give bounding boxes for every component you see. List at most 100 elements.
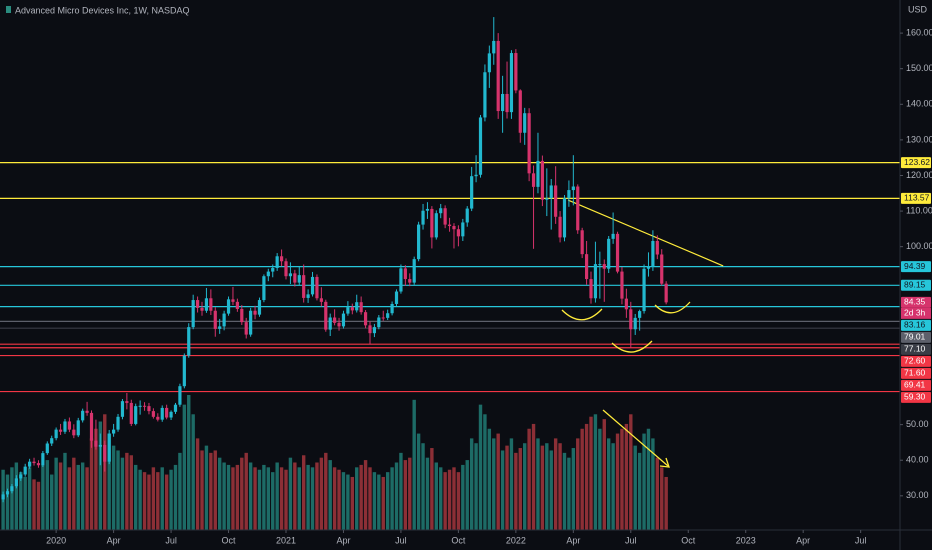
volume-bar bbox=[637, 452, 642, 530]
candle-body bbox=[297, 275, 301, 283]
candle-body bbox=[589, 279, 593, 299]
volume-bar bbox=[562, 452, 567, 530]
candle-body bbox=[262, 276, 266, 301]
y-tick-label: 140.00 bbox=[906, 99, 932, 109]
candle-body bbox=[209, 298, 213, 311]
y-tick-label: 30.00 bbox=[906, 490, 929, 500]
volume-bar bbox=[421, 443, 425, 530]
candle-body bbox=[147, 406, 151, 412]
candle-body bbox=[602, 264, 606, 269]
candle-body bbox=[324, 301, 328, 330]
volume-bar bbox=[151, 467, 156, 530]
volume-bar bbox=[284, 469, 288, 530]
volume-bar bbox=[447, 469, 452, 530]
price-tag: 84.35 bbox=[904, 297, 926, 307]
x-tick-label: Jul bbox=[395, 535, 407, 545]
volume-bar bbox=[615, 433, 620, 530]
candle-body bbox=[377, 317, 381, 328]
volume-bar bbox=[67, 467, 72, 530]
volume-bar bbox=[103, 414, 107, 530]
candle-body bbox=[425, 208, 430, 211]
volume-layer bbox=[1, 395, 668, 530]
volume-bar bbox=[262, 464, 266, 530]
price-tag: 123.62 bbox=[904, 157, 930, 167]
candle-body bbox=[187, 327, 191, 356]
candle-body bbox=[359, 302, 363, 313]
candle-body bbox=[191, 300, 195, 328]
candle-body bbox=[660, 254, 664, 284]
candle-body bbox=[173, 404, 178, 412]
volume-bar bbox=[500, 450, 505, 530]
volume-bar bbox=[10, 467, 14, 530]
candle-body bbox=[28, 461, 32, 467]
levels-layer bbox=[0, 161, 900, 393]
volume-bar bbox=[567, 457, 571, 530]
candle-body bbox=[536, 160, 540, 187]
candle-body bbox=[615, 233, 620, 272]
candle-body bbox=[487, 53, 491, 73]
volume-bar bbox=[355, 467, 359, 530]
volume-bar bbox=[45, 460, 49, 530]
candle-body bbox=[279, 256, 284, 262]
candle-body bbox=[598, 264, 602, 266]
volume-bar bbox=[279, 467, 284, 530]
x-tick-label: Oct bbox=[222, 535, 237, 545]
volume-bar bbox=[461, 464, 465, 530]
volume-bar bbox=[341, 472, 346, 530]
y-tick-label: 50.00 bbox=[906, 419, 929, 429]
volume-bar bbox=[606, 438, 611, 530]
volume-bar bbox=[319, 457, 324, 530]
volume-bar bbox=[310, 467, 315, 530]
candle-body bbox=[655, 240, 659, 255]
volume-bar bbox=[288, 457, 293, 530]
volume-bar bbox=[156, 472, 160, 530]
symbol-icon bbox=[6, 6, 11, 13]
candles-layer bbox=[1, 17, 668, 503]
candle-body bbox=[226, 299, 231, 314]
drawings bbox=[561, 301, 691, 468]
candle-body bbox=[540, 160, 544, 200]
candle-body bbox=[306, 294, 310, 298]
price-tag-bg bbox=[901, 379, 931, 391]
volume-bar bbox=[430, 448, 434, 530]
x-tick-label: Apr bbox=[566, 535, 580, 545]
x-tick-label: 2020 bbox=[46, 535, 66, 545]
price-tag-bg bbox=[901, 367, 931, 379]
y-tick-label: 150.00 bbox=[906, 63, 932, 73]
candle-body bbox=[50, 438, 54, 444]
candle-body bbox=[474, 174, 478, 177]
candle-body bbox=[501, 93, 505, 112]
volume-bar bbox=[390, 467, 394, 530]
candle-body bbox=[195, 300, 200, 308]
candle-body bbox=[275, 256, 279, 269]
volume-bar bbox=[602, 419, 606, 530]
candle-body bbox=[381, 317, 385, 319]
x-tick-label: Oct bbox=[681, 535, 696, 545]
price-tag-bg bbox=[901, 319, 931, 331]
candle-body bbox=[403, 268, 407, 280]
volume-bar bbox=[98, 421, 103, 530]
candle-body bbox=[200, 307, 204, 311]
price-tag-bg bbox=[901, 261, 931, 273]
volume-bar bbox=[385, 472, 390, 530]
candle-body bbox=[465, 208, 469, 223]
candle-body bbox=[244, 322, 248, 335]
price-tag: 94.39 bbox=[904, 261, 926, 271]
candle-body bbox=[633, 317, 637, 330]
candle-body bbox=[447, 224, 452, 227]
arc-drawing bbox=[611, 340, 653, 353]
candle-body bbox=[558, 216, 562, 238]
volume-bar bbox=[94, 428, 98, 530]
x-tick-label: Apr bbox=[336, 535, 350, 545]
x-tick-label: Jul bbox=[165, 535, 177, 545]
chart-title: Advanced Micro Devices Inc, 1W, NASDAQ bbox=[15, 5, 190, 15]
candle-body bbox=[204, 298, 209, 311]
volume-bar bbox=[359, 464, 363, 530]
candle-body bbox=[509, 53, 514, 113]
volume-bar bbox=[589, 416, 593, 530]
volume-bar bbox=[337, 469, 341, 530]
volume-bar bbox=[496, 433, 500, 530]
candle-body bbox=[421, 210, 425, 225]
candle-body bbox=[394, 291, 399, 304]
